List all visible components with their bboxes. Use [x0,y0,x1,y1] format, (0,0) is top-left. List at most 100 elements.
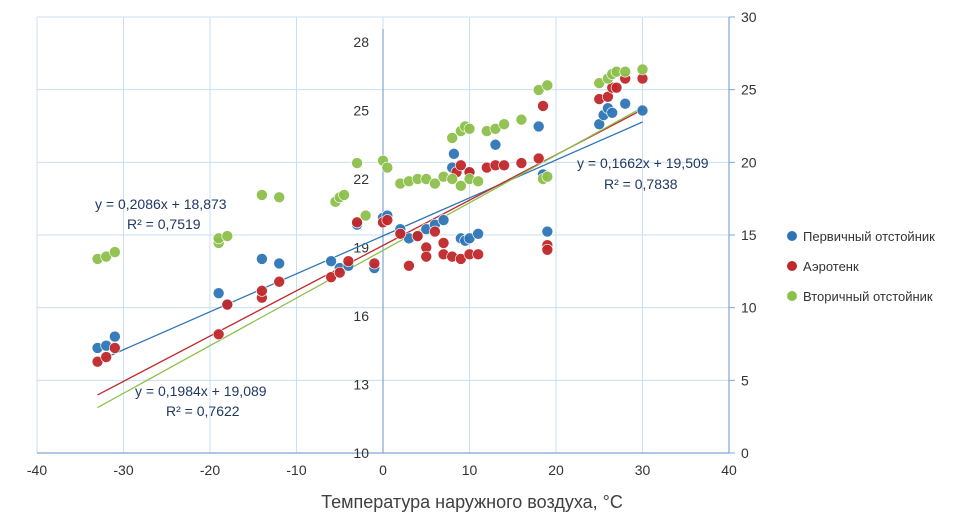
x-tick-label: -20 [200,462,220,478]
point-secondary [636,63,649,76]
y-right-tick-label: 30 [741,9,757,25]
y-right-tick-label: 0 [741,445,749,461]
point-primary [532,120,545,133]
point-primary [541,225,554,238]
trend-eq-aerotank: y = 0,1984x + 19,089 [135,383,267,399]
point-aerotank [342,255,355,268]
legend-item-aerotank: Аэротенк [787,259,859,274]
x-tick-label: -10 [286,462,306,478]
point-aerotank [100,351,112,363]
legend-item-primary: Первичный отстойник [787,229,935,244]
point-secondary [338,189,350,201]
point-aerotank [109,342,121,354]
y-left-tick-label: 28 [353,34,369,50]
data-points [91,63,649,368]
legend-marker-secondary [787,291,797,301]
point-aerotank [532,152,545,165]
point-aerotank [420,250,433,263]
trend-eq-secondary: y = 0,2086x + 18,873 [95,196,227,212]
point-primary [437,214,450,226]
point-primary [472,228,484,240]
y-left-tick-label: 25 [353,103,369,119]
point-aerotank [541,243,554,256]
point-aerotank [221,298,234,311]
y-left-tick-label: 10 [353,445,369,461]
point-aerotank [472,248,484,261]
point-aerotank [381,214,394,226]
point-aerotank [351,216,363,229]
x-tick-label: 30 [635,462,651,478]
point-primary [325,255,337,268]
legend-label-primary: Первичный отстойник [803,229,935,244]
trendlines [97,106,643,409]
x-tick-label: -30 [113,462,133,478]
point-aerotank [498,159,510,172]
legend-marker-aerotank [787,261,797,271]
point-secondary [619,65,632,78]
point-primary [636,104,649,117]
y-right-tick-label: 5 [741,372,749,388]
point-secondary [541,79,554,92]
point-primary [109,330,121,343]
point-secondary [515,113,528,126]
point-primary [273,257,286,270]
point-aerotank [273,275,286,288]
trend-r2-primary: R² = 0,7838 [604,176,678,192]
y-right-tick-label: 10 [741,300,757,316]
trend-eq-primary: y = 0,1662x + 19,509 [577,155,709,171]
point-primary [606,106,619,119]
point-primary [489,138,502,151]
y-left-tick-label: 13 [353,377,369,393]
point-aerotank [537,100,549,112]
point-aerotank [333,266,346,279]
point-secondary [446,173,459,185]
point-secondary [541,170,554,183]
point-aerotank [212,328,225,341]
trendline-annotations: y = 0,1662x + 19,509 R² = 0,7838 y = 0,1… [95,155,709,419]
x-tick-label: 20 [548,462,564,478]
point-aerotank [403,259,415,272]
trendline-secondary [97,106,643,409]
x-tick-label: 10 [462,462,478,478]
x-tick-label: 0 [379,462,387,478]
point-aerotank [610,81,623,94]
point-secondary [446,132,459,144]
legend-label-secondary: Вторичный отстойник [803,289,933,304]
legend: Первичный отстойник Аэротенк Вторичный о… [787,229,935,304]
y-left-tick-label: 16 [353,308,369,324]
point-secondary [273,191,286,204]
point-secondary [256,189,268,201]
point-aerotank [455,159,467,172]
point-secondary [381,161,394,174]
trend-r2-secondary: R² = 0,7519 [127,216,201,232]
y-right-tick-label: 20 [741,154,757,170]
x-axis-label: Температура наружного воздуха, °С [321,492,623,512]
point-secondary [472,175,484,188]
y-right-tick-label: 15 [741,227,757,243]
point-secondary [359,209,372,222]
point-aerotank [515,157,528,169]
x-tick-label: 40 [721,462,737,478]
point-secondary [498,118,510,130]
legend-item-secondary: Вторичный отстойник [787,289,933,304]
point-secondary [429,177,441,190]
point-primary [619,97,632,110]
point-aerotank [437,237,450,249]
point-aerotank [368,257,381,270]
point-secondary [109,246,121,258]
point-secondary [455,180,467,192]
point-primary [212,287,225,299]
axes: -40 -30 -20 -10 0 10 20 30 401013161922252805101… [27,9,757,478]
x-tick-label: -40 [27,462,47,478]
legend-label-aerotank: Аэротенк [803,259,859,274]
y-left-tick-label: 22 [353,171,369,187]
point-primary [448,148,460,160]
point-aerotank [394,228,407,240]
point-aerotank [429,225,441,238]
trend-r2-aerotank: R² = 0,7622 [166,403,240,419]
trendline-primary [97,121,643,362]
point-aerotank [256,285,268,297]
point-primary [256,253,268,265]
